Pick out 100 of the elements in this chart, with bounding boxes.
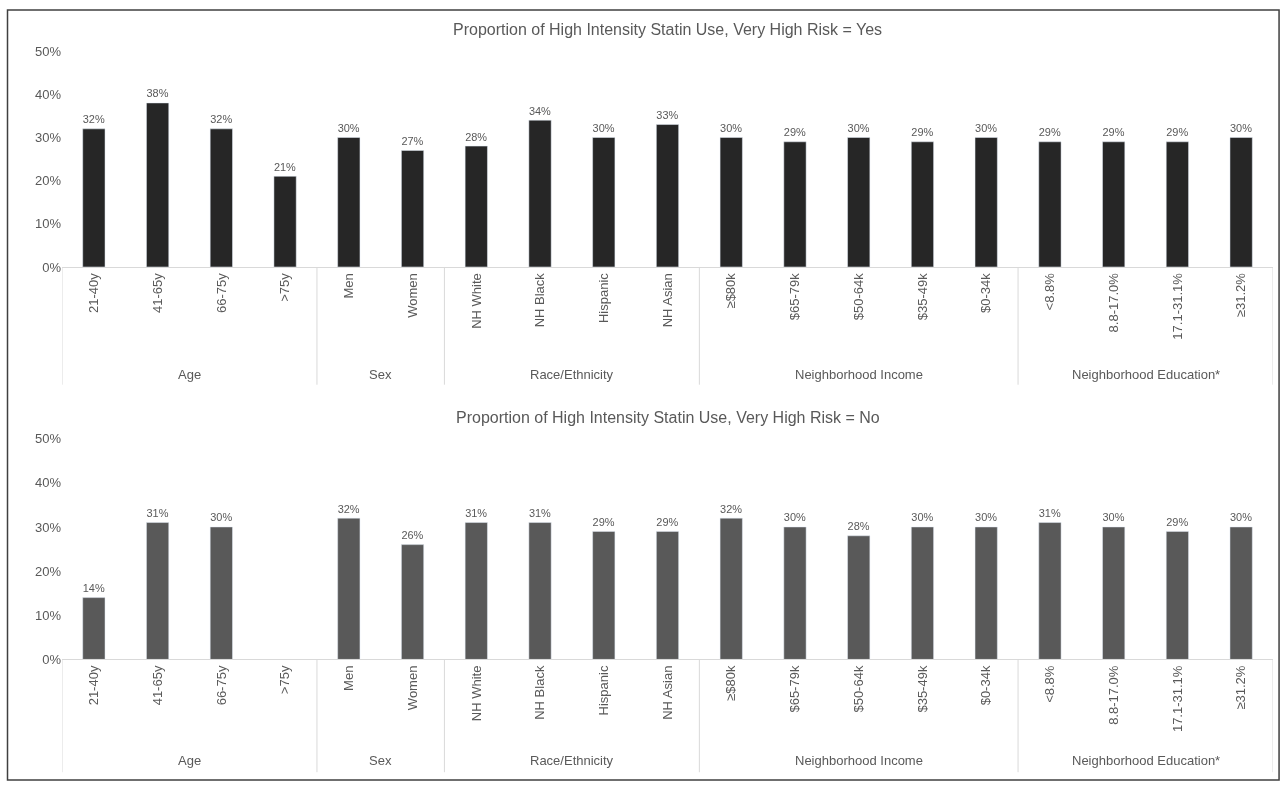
text: Neighborhood Education* (1072, 753, 1221, 768)
data-label: 29% (1038, 126, 1061, 139)
data-label: 30% (911, 511, 934, 524)
bar (1229, 526, 1253, 660)
x-tick-label: <8.8% (1042, 272, 1058, 311)
x-tick-label: Women (404, 273, 420, 318)
x-tick-label: 17.1-31.1% (1169, 272, 1185, 340)
data-label: 32% (82, 113, 105, 126)
x-tick-label: Women (404, 665, 420, 711)
data-label: 38% (146, 87, 169, 100)
data-label: 31% (465, 507, 488, 520)
x-tick-label: 21-40y (86, 272, 102, 313)
text: Neighborhood Income (795, 367, 923, 382)
data-label: 32% (210, 113, 233, 126)
y-tick-label: 30% (34, 519, 62, 535)
text: Race/Ethnicity (530, 753, 614, 768)
y-tick-label: 20% (34, 173, 62, 189)
bar (273, 176, 297, 267)
bar (82, 128, 106, 267)
data-label: 29% (1102, 126, 1125, 139)
data-label: 30% (720, 121, 743, 134)
data-label: 34% (528, 104, 552, 117)
bar (783, 141, 807, 267)
bar (783, 526, 807, 660)
x-tick-label: NH Asian (659, 273, 675, 328)
bar (911, 526, 934, 660)
x-tick-label: Hispanic (595, 665, 611, 716)
text: Neighborhood Education* (1072, 367, 1221, 382)
x-tick-label: 66-75y (213, 665, 229, 706)
bar (401, 150, 424, 267)
data-label: 30% (592, 121, 615, 134)
data-label: 30% (1102, 511, 1125, 524)
x-tick-label: Men (341, 665, 357, 691)
x-tick-label: $65-79k (787, 665, 803, 713)
bar (528, 119, 552, 267)
chart-title: Proportion of High Intensity Statin Use, Very High Risk = Yes (453, 21, 883, 38)
bar (146, 522, 170, 660)
data-label: 27% (401, 134, 424, 147)
bar (82, 597, 106, 660)
bar (974, 137, 998, 267)
x-tick-label: NH White (468, 273, 484, 329)
data-label: 14% (82, 582, 105, 595)
y-tick-label: 50% (34, 431, 62, 447)
data-label: 30% (1229, 511, 1253, 524)
data-label: 30% (975, 511, 998, 524)
x-tick-label: ≥31.2% (1233, 665, 1249, 710)
x-tick-label: <8.8% (1042, 665, 1058, 703)
y-tick-label: 20% (34, 563, 62, 579)
y-tick-label: 10% (34, 607, 62, 623)
data-label: 29% (783, 126, 807, 139)
data-label: 30% (337, 121, 360, 134)
data-label: 29% (911, 126, 934, 139)
bar (592, 137, 616, 267)
bar (911, 141, 934, 267)
x-tick-label: $0-34k (978, 272, 994, 313)
bar (1038, 522, 1062, 660)
x-tick-label: $65-79k (787, 272, 803, 321)
data-label: 26% (401, 529, 424, 542)
chart-title: Proportion of High Intensity Statin Use, Very High Risk = No (456, 409, 880, 426)
bar (1165, 531, 1189, 660)
text: Sex (369, 367, 392, 382)
text: Age (178, 753, 202, 768)
x-tick-label: Men (341, 273, 357, 299)
x-tick-label: Hispanic (595, 272, 611, 324)
x-tick-label: $35-49k (914, 665, 930, 713)
data-label: 31% (146, 507, 169, 520)
bar (1038, 141, 1062, 267)
y-tick-label: 30% (34, 130, 62, 146)
x-tick-label: ≥31.2% (1233, 272, 1249, 318)
x-tick-label: 8.8-17.0% (1105, 665, 1121, 725)
bar (847, 137, 871, 267)
data-label: 32% (337, 502, 360, 515)
bar (146, 102, 170, 267)
data-label: 33% (656, 109, 679, 121)
y-tick-label: 10% (34, 216, 62, 232)
bar (719, 137, 743, 267)
text: Sex (369, 753, 392, 768)
bar (464, 145, 488, 267)
x-tick-label: >75y (277, 665, 293, 695)
x-tick-label: NH Black (532, 665, 548, 720)
x-tick-label: 41-65y (149, 272, 165, 313)
x-tick-label: NH Asian (659, 665, 675, 720)
data-label: 29% (656, 515, 679, 528)
x-tick-label: 21-40y (86, 665, 102, 706)
data-label: 31% (528, 507, 552, 520)
x-tick-label: 66-75y (213, 272, 229, 313)
text: Age (178, 367, 202, 382)
x-tick-label: 17.1-31.1% (1169, 665, 1185, 733)
y-tick-label: 50% (34, 43, 62, 59)
bar (656, 531, 679, 660)
data-label: 30% (210, 511, 233, 524)
x-tick-label: NH White (468, 665, 484, 722)
data-label: 31% (1038, 507, 1061, 520)
x-tick-label: $0-34k (978, 665, 994, 706)
x-tick-label: 41-65y (149, 665, 165, 706)
data-label: 29% (1166, 515, 1189, 528)
data-label: 30% (847, 121, 870, 134)
x-tick-label: ≥$80k (723, 272, 739, 309)
x-tick-label: ≥$80k (723, 665, 739, 701)
data-label: 21% (273, 160, 297, 173)
